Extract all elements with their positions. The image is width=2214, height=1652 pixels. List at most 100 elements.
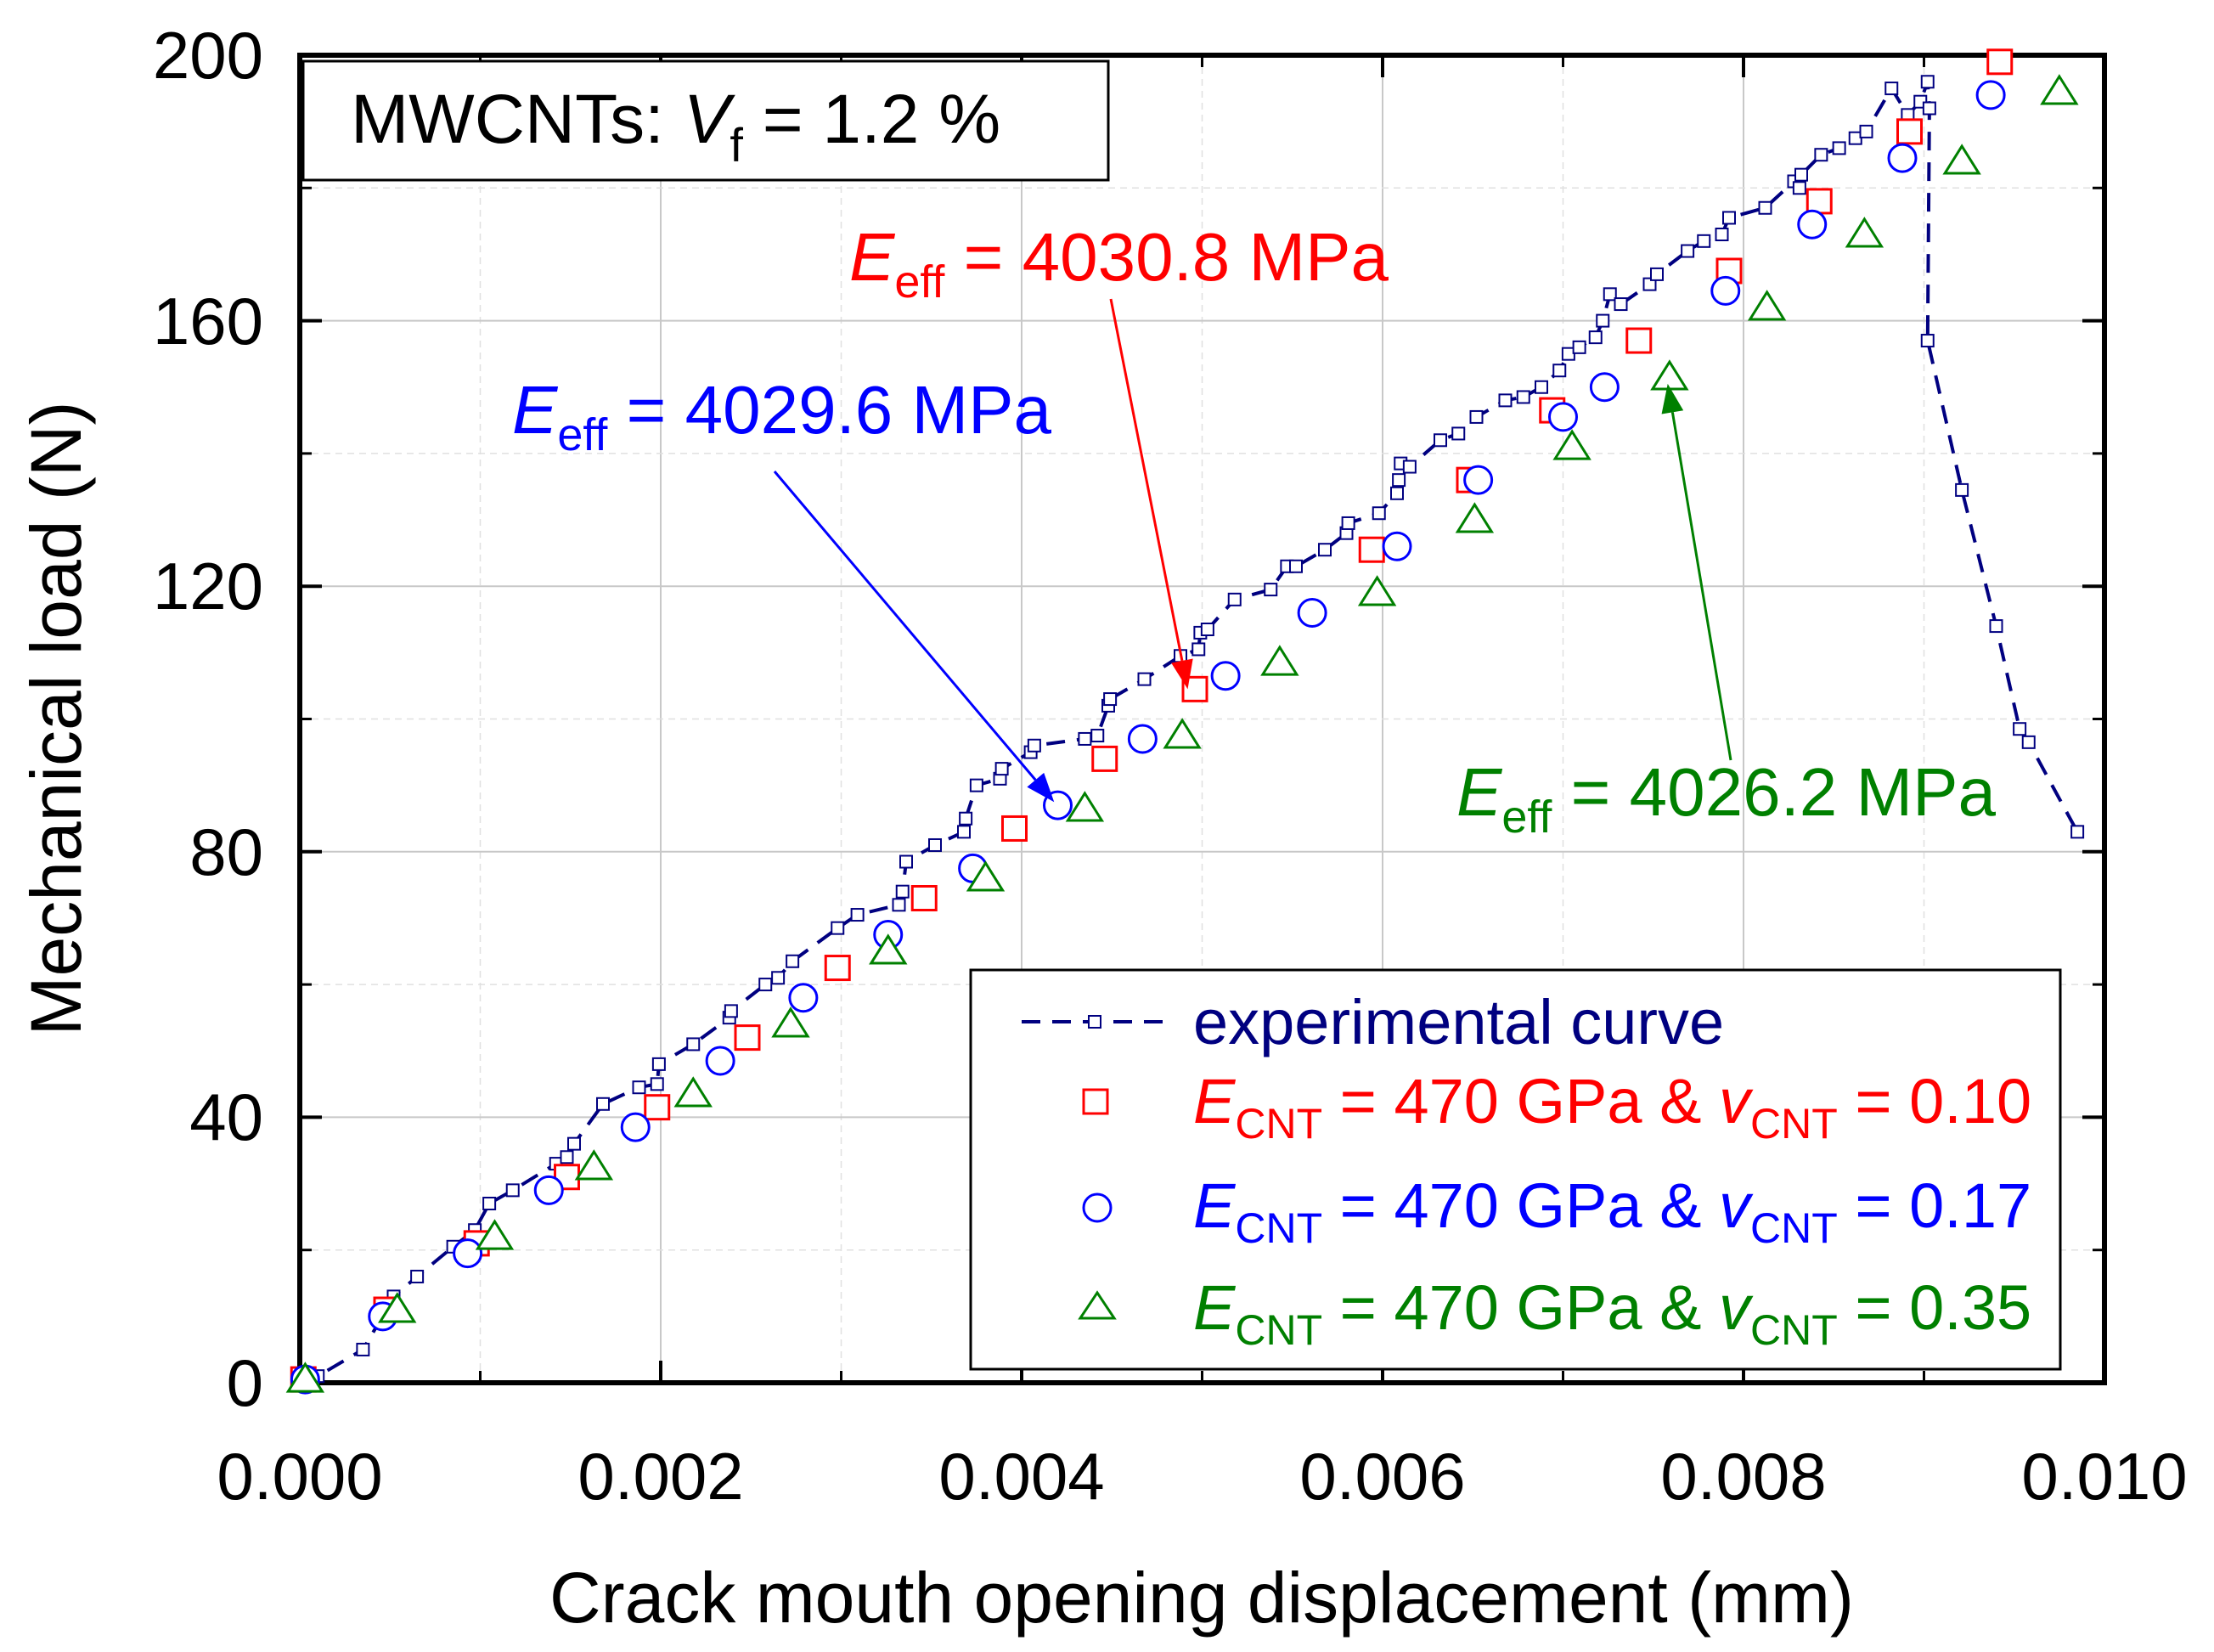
data-point <box>994 762 1009 776</box>
data-point <box>378 1292 417 1323</box>
data-point <box>788 983 819 1013</box>
data-point <box>1989 619 2003 634</box>
data-point <box>1715 228 1729 242</box>
data-point <box>895 884 910 899</box>
data-point <box>1625 327 1653 354</box>
data-point <box>1078 731 1092 746</box>
x-axis-title: Crack mouth opening displacement (mm) <box>549 1558 1854 1638</box>
data-point <box>1455 502 1495 533</box>
y-tick-label: 160 <box>153 284 263 358</box>
data-point <box>1859 124 1873 138</box>
data-point <box>356 1342 370 1356</box>
data-point <box>966 860 1006 892</box>
x-tick-label: 0.004 <box>938 1439 1104 1514</box>
data-point <box>1747 290 1787 321</box>
data-point <box>1103 692 1118 707</box>
data-series <box>285 48 2085 1395</box>
data-point <box>1065 791 1105 822</box>
data-point <box>1469 409 1484 424</box>
data-point <box>1920 75 1935 89</box>
data-point <box>1091 745 1118 772</box>
data-point <box>824 955 851 982</box>
data-point <box>1572 340 1586 354</box>
data-point <box>1516 390 1530 404</box>
data-point <box>1090 729 1105 743</box>
data-point <box>475 1219 515 1250</box>
data-point <box>482 1196 497 1210</box>
data-point <box>1814 148 1828 162</box>
legend-entry-v010: ECNT = 470 GPa & vCNT = 0.10 <box>1082 1066 2031 1147</box>
data-point <box>1027 738 1041 753</box>
data-point <box>928 837 942 852</box>
data-point <box>1200 622 1214 636</box>
data-point <box>1792 181 1806 195</box>
data-point <box>505 1183 520 1198</box>
data-point <box>1451 426 1466 441</box>
data-point <box>1463 465 1494 495</box>
data-point <box>758 978 773 992</box>
data-point <box>1297 597 1327 628</box>
data-point <box>1922 101 1936 116</box>
legend: experimental curve ECNT = 470 GPa & vCNT… <box>969 968 2062 1371</box>
data-point <box>869 933 908 965</box>
data-point <box>1588 330 1603 345</box>
data-point <box>1357 575 1397 606</box>
data-point <box>574 1149 614 1181</box>
info-box-text: MWCNTs: Vf = 1.2 % <box>351 81 1000 172</box>
annotation-red: Eeff = 4030.8 MPa <box>849 219 1389 307</box>
data-point <box>1163 718 1202 749</box>
data-point <box>1552 364 1567 378</box>
x-tick-label: 0.000 <box>217 1439 382 1514</box>
data-point <box>1794 167 1808 182</box>
data-point <box>831 921 845 935</box>
x-tick-labels: 0.000 0.002 0.004 0.006 0.008 0.010 <box>217 1439 2187 1514</box>
data-point <box>560 1150 574 1164</box>
data-point <box>1210 661 1241 691</box>
y-tick-label: 0 <box>227 1345 263 1420</box>
data-point <box>2021 735 2036 749</box>
data-point <box>2040 74 2079 105</box>
x-tick-label: 0.008 <box>1660 1439 1826 1514</box>
legend-label: experimental curve <box>1193 987 1724 1057</box>
data-point <box>1318 543 1332 557</box>
data-point <box>2070 825 2085 839</box>
legend-label: ECNT = 470 GPa & vCNT = 0.35 <box>1193 1272 2031 1354</box>
plot-frame <box>297 53 2107 1385</box>
data-point <box>410 1269 425 1283</box>
data-point <box>850 908 865 922</box>
annotation-green: Eeff = 4026.2 MPa <box>1456 754 1997 843</box>
data-point <box>533 1175 564 1205</box>
data-point <box>453 1238 483 1269</box>
data-point <box>1955 482 1969 497</box>
data-point <box>567 1136 581 1151</box>
data-point <box>1382 531 1412 561</box>
data-point <box>1832 141 1846 155</box>
data-point <box>1372 506 1386 521</box>
data-point <box>910 885 938 912</box>
data-point <box>1341 516 1355 530</box>
annotation-arrowhead-green <box>1661 383 1684 414</box>
data-point <box>1289 559 1303 573</box>
data-point <box>1552 429 1591 460</box>
data-point <box>1710 275 1741 306</box>
y-axis-title: Mechanical load (N) <box>16 402 96 1036</box>
data-point <box>1535 380 1548 394</box>
data-point <box>786 954 800 968</box>
series-3 <box>285 74 2079 1393</box>
data-point <box>673 1076 713 1108</box>
data-point <box>2013 722 2027 736</box>
data-point <box>892 898 906 912</box>
legend-entry-v017: ECNT = 470 GPa & vCNT = 0.17 <box>1082 1170 2031 1252</box>
legend-entry-v035: ECNT = 470 GPa & vCNT = 0.35 <box>1078 1272 2031 1354</box>
legend-entry-experimental: experimental curve <box>1022 987 1724 1057</box>
data-point <box>771 971 786 985</box>
annotation-blue: Eeff = 4029.6 MPa <box>512 372 1052 460</box>
data-point <box>1614 297 1628 312</box>
data-point <box>1596 313 1610 328</box>
data-point <box>1001 815 1028 842</box>
data-point <box>1390 486 1404 500</box>
y-tick-label: 80 <box>189 815 263 889</box>
data-point <box>620 1112 651 1142</box>
data-point <box>899 854 913 869</box>
